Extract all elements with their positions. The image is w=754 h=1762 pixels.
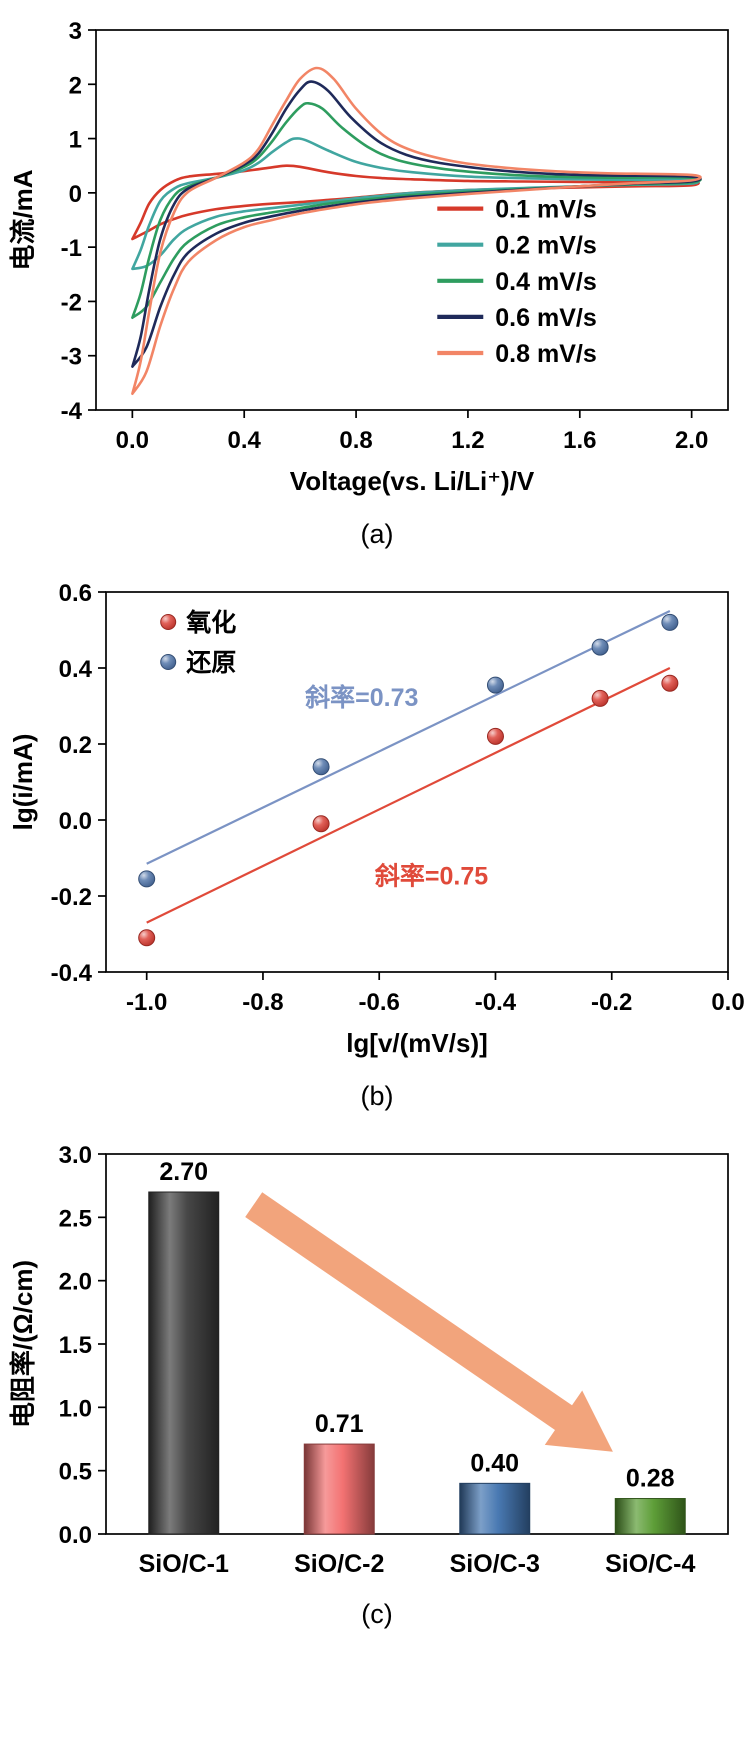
svg-text:0.0: 0.0	[116, 427, 149, 454]
resistivity-bar-chart: 0.0 0.5 1.0 1.5 2.0 2.5 3.0 电阻率/(Ω/cm) 2.70 SiO/C…	[8, 1142, 729, 1578]
svg-text:氧化: 氧化	[185, 609, 236, 637]
svg-text:-0.6: -0.6	[359, 989, 400, 1016]
svg-text:电阻率/(Ω/cm): 电阻率/(Ω/cm)	[8, 1260, 38, 1428]
panel-b: -1.0 -0.8 -0.6 -0.4 -0.2 0.0 -0.4 -0.2 0.0 0.2 0.4…	[0, 576, 754, 1124]
svg-text:0.0: 0.0	[59, 808, 92, 835]
svg-text:0.6: 0.6	[59, 580, 92, 607]
svg-text:SiO/C-1: SiO/C-1	[139, 1550, 229, 1578]
svg-text:0.71: 0.71	[315, 1410, 364, 1438]
panel-b-caption: (b)	[360, 1081, 394, 1111]
svg-text:2.0: 2.0	[675, 427, 708, 454]
log-current-scatter-chart: -1.0 -0.8 -0.6 -0.4 -0.2 0.0 -0.4 -0.2 0.0 0.2 0.4…	[8, 580, 745, 1058]
svg-text:-0.2: -0.2	[591, 989, 632, 1016]
svg-text:0.8 mV/s: 0.8 mV/s	[495, 340, 596, 368]
cv-curves-chart: 0.0 0.4 0.8 1.2 1.6 2.0 -4 -3 -2 -1 0 1 2 3 Voltage(vs…	[8, 18, 729, 496]
svg-text:0.2: 0.2	[59, 732, 92, 759]
svg-text:0: 0	[69, 181, 82, 208]
svg-text:-4: -4	[61, 398, 83, 425]
svg-text:斜率=0.75: 斜率=0.75	[374, 862, 488, 891]
svg-text:还原: 还原	[186, 649, 236, 677]
svg-text:0.0: 0.0	[711, 989, 744, 1016]
svg-text:2.0: 2.0	[59, 1269, 92, 1296]
svg-text:-2: -2	[61, 289, 82, 316]
svg-text:0.4: 0.4	[228, 427, 262, 454]
panel-a: 0.0 0.4 0.8 1.2 1.6 2.0 -4 -3 -2 -1 0 1 2 3 Voltage(vs…	[0, 10, 754, 562]
svg-text:-3: -3	[61, 344, 82, 371]
svg-text:0.8: 0.8	[339, 427, 372, 454]
svg-text:1: 1	[69, 127, 82, 154]
svg-text:-0.4: -0.4	[51, 960, 93, 987]
svg-text:2.5: 2.5	[59, 1205, 92, 1232]
svg-text:0.40: 0.40	[470, 1449, 519, 1477]
svg-text:斜率=0.73: 斜率=0.73	[304, 683, 418, 712]
svg-text:SiO/C-2: SiO/C-2	[294, 1550, 384, 1578]
svg-text:-0.4: -0.4	[475, 989, 517, 1016]
svg-text:-0.8: -0.8	[242, 989, 283, 1016]
svg-text:-1.0: -1.0	[126, 989, 167, 1016]
svg-text:SiO/C-3: SiO/C-3	[450, 1550, 540, 1578]
svg-text:SiO/C-4: SiO/C-4	[605, 1550, 695, 1578]
svg-text:3.0: 3.0	[59, 1142, 92, 1169]
svg-text:0.28: 0.28	[626, 1465, 675, 1493]
svg-text:0.0: 0.0	[59, 1522, 92, 1549]
svg-text:电流/mA: 电流/mA	[8, 169, 38, 270]
svg-text:1.5: 1.5	[59, 1332, 92, 1359]
svg-text:2.70: 2.70	[159, 1158, 208, 1186]
svg-text:0.2 mV/s: 0.2 mV/s	[495, 232, 596, 260]
panel-c-caption: (c)	[361, 1599, 393, 1629]
svg-text:2: 2	[69, 72, 82, 99]
svg-text:1.0: 1.0	[59, 1395, 92, 1422]
svg-text:lg(i/mA): lg(i/mA)	[8, 734, 38, 831]
panel-a-caption: (a)	[360, 519, 394, 549]
svg-text:Voltage(vs. Li/Li⁺)/V: Voltage(vs. Li/Li⁺)/V	[290, 466, 535, 496]
figure-page: 0.0 0.4 0.8 1.2 1.6 2.0 -4 -3 -2 -1 0 1 2 3 Voltage(vs…	[0, 10, 754, 1642]
svg-text:0.5: 0.5	[59, 1459, 92, 1486]
svg-text:0.6 mV/s: 0.6 mV/s	[495, 304, 596, 332]
svg-text:0.4: 0.4	[59, 656, 93, 683]
svg-text:1.6: 1.6	[563, 427, 596, 454]
svg-text:3: 3	[69, 18, 82, 45]
svg-text:-0.2: -0.2	[51, 884, 92, 911]
svg-text:-1: -1	[61, 235, 82, 262]
svg-text:0.4 mV/s: 0.4 mV/s	[495, 268, 596, 296]
svg-text:1.2: 1.2	[451, 427, 484, 454]
svg-text:lg[v/(mV/s)]: lg[v/(mV/s)]	[346, 1028, 488, 1058]
panel-c: 0.0 0.5 1.0 1.5 2.0 2.5 3.0 电阻率/(Ω/cm) 2.70 SiO/C…	[0, 1138, 754, 1642]
svg-text:0.1 mV/s: 0.1 mV/s	[495, 196, 596, 224]
